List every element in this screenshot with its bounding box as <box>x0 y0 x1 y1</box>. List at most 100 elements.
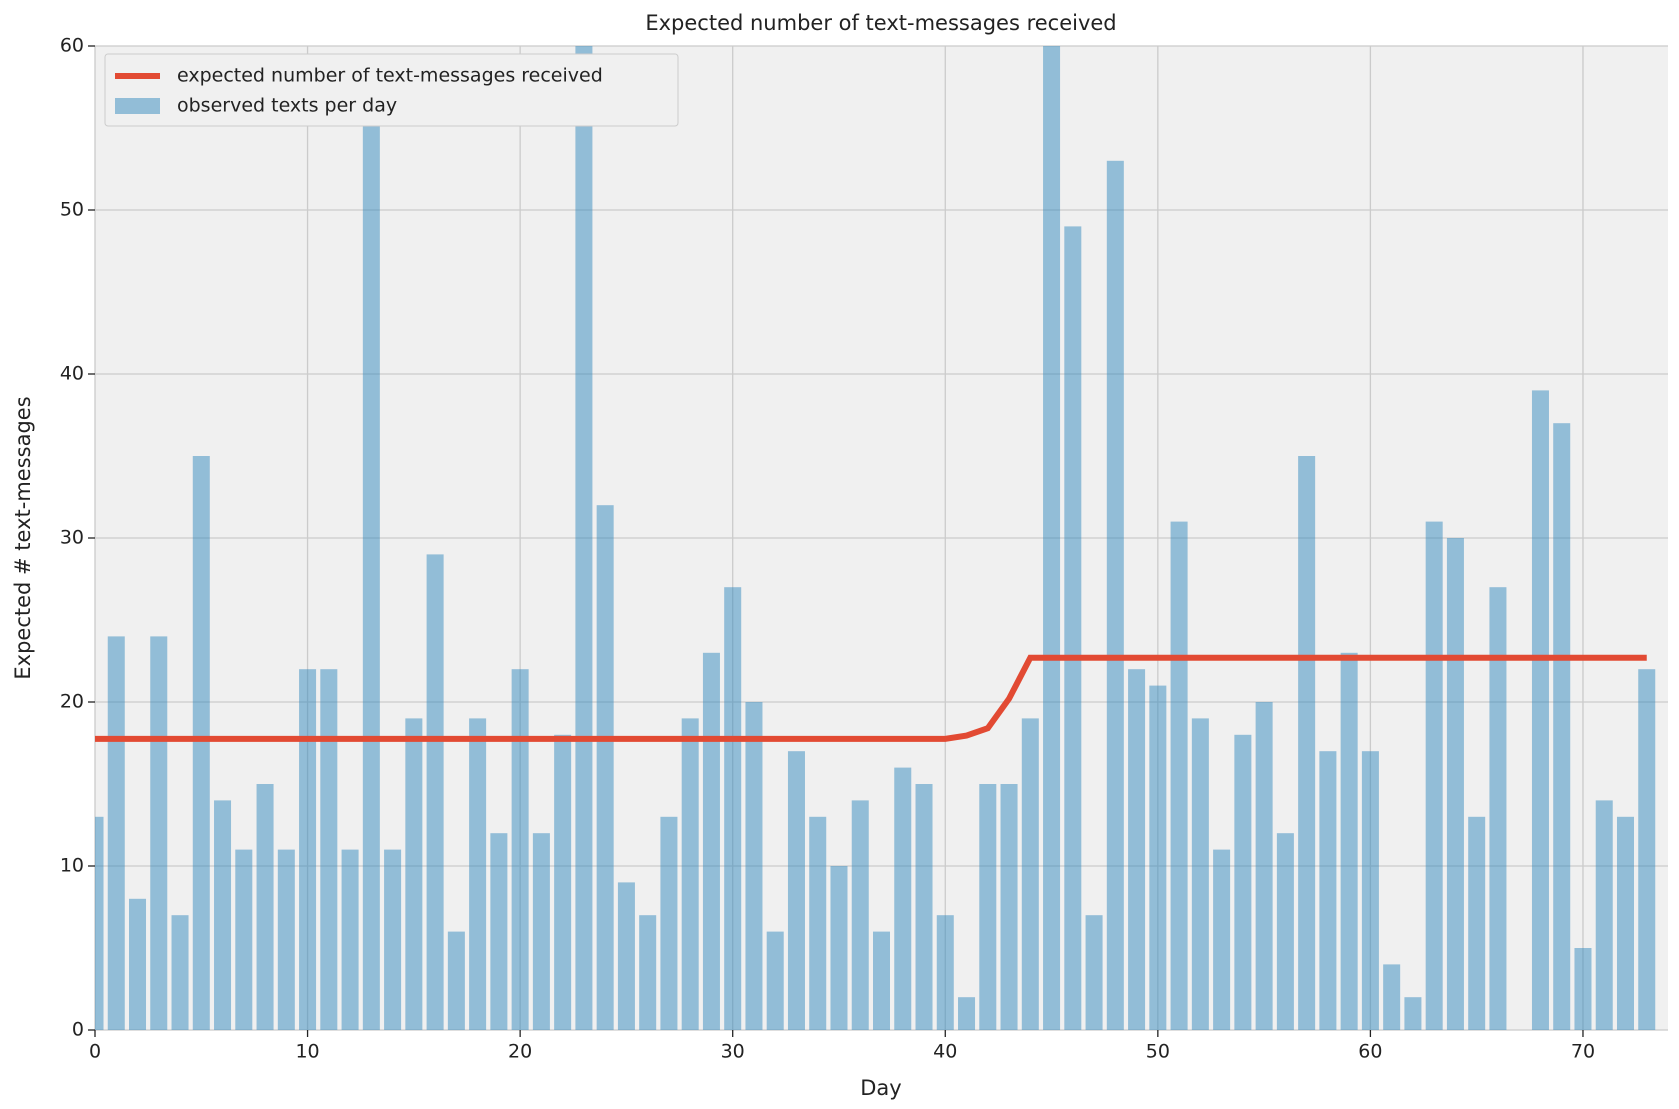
bar <box>1000 784 1018 1030</box>
bar <box>958 997 976 1030</box>
chart-title: Expected number of text-messages receive… <box>645 11 1116 35</box>
bar <box>1404 997 1422 1030</box>
bar <box>872 931 891 1030</box>
y-tick-label: 30 <box>60 527 84 549</box>
bar <box>299 669 317 1030</box>
bar <box>1468 816 1486 1030</box>
bar <box>107 636 125 1030</box>
x-axis-label: Day <box>860 1076 901 1100</box>
bar <box>1149 685 1167 1030</box>
bar <box>787 751 805 1030</box>
bar <box>426 554 444 1030</box>
bar <box>150 636 168 1030</box>
bar <box>532 833 550 1030</box>
bar <box>1255 702 1273 1030</box>
bar <box>129 898 147 1030</box>
bar <box>1616 816 1634 1030</box>
bar <box>1234 734 1252 1030</box>
bar <box>554 734 572 1030</box>
y-tick-label: 0 <box>72 1019 84 1041</box>
bar <box>1361 751 1379 1030</box>
bar <box>1298 456 1316 1030</box>
y-tick-label: 10 <box>60 855 84 877</box>
bar <box>596 505 614 1030</box>
bar <box>341 849 359 1030</box>
y-axis-label: Expected # text-messages <box>11 396 35 679</box>
x-tick-label: 30 <box>721 1041 745 1063</box>
bar <box>1106 160 1124 1030</box>
bar <box>405 718 423 1030</box>
legend-swatch <box>115 98 160 114</box>
bar <box>915 784 933 1030</box>
bar <box>1319 751 1337 1030</box>
bar <box>724 587 742 1030</box>
bar <box>936 915 954 1030</box>
bar <box>1191 718 1209 1030</box>
bar <box>1531 390 1549 1030</box>
bar <box>894 767 912 1030</box>
legend-label: observed texts per day <box>177 95 397 117</box>
bar <box>1340 652 1358 1030</box>
bar <box>1383 964 1401 1030</box>
bar <box>490 833 508 1030</box>
line <box>95 654 1647 742</box>
legend-label: expected number of text-messages receive… <box>177 65 603 87</box>
bar <box>1064 226 1082 1030</box>
bar <box>745 702 763 1030</box>
bar <box>681 718 699 1030</box>
bar <box>575 46 593 1030</box>
bar <box>660 816 678 1030</box>
bar <box>1170 521 1188 1030</box>
bar <box>1574 948 1592 1030</box>
labels: 0 10 20 30 40 50 60 0 10 20 30 40 50 60 70 <box>60 35 1595 1063</box>
plot-marks <box>95 46 1656 1030</box>
bar <box>1595 800 1613 1030</box>
bar <box>192 456 210 1030</box>
bar <box>1489 587 1507 1030</box>
y-tick-label: 40 <box>60 363 84 385</box>
bar <box>1085 915 1103 1030</box>
bar <box>277 849 295 1030</box>
x-tick-label: 10 <box>295 1041 319 1063</box>
bar <box>1213 849 1231 1030</box>
bar <box>830 866 848 1030</box>
x-tick-label: 0 <box>89 1041 101 1063</box>
bar <box>639 915 657 1030</box>
bar <box>766 931 784 1030</box>
bar <box>1276 833 1294 1030</box>
bar <box>1638 669 1656 1030</box>
bar <box>1043 46 1061 1030</box>
bar <box>809 816 827 1030</box>
bar <box>362 95 380 1030</box>
bar <box>1553 423 1571 1030</box>
bar <box>235 849 253 1030</box>
bar <box>617 882 635 1030</box>
bar <box>1425 521 1443 1030</box>
bar <box>320 669 338 1030</box>
bar <box>171 915 189 1030</box>
bar <box>1128 669 1146 1030</box>
bar <box>851 800 869 1030</box>
legend: expected number of text-messages receive… <box>104 53 679 127</box>
y-tick-label: 60 <box>60 35 84 57</box>
x-tick-label: 70 <box>1571 1041 1595 1063</box>
bar <box>256 784 274 1030</box>
bar <box>1446 538 1464 1030</box>
bar <box>702 652 720 1030</box>
bar <box>447 931 465 1030</box>
bar <box>1021 718 1039 1030</box>
bar <box>214 800 232 1030</box>
x-tick-label: 20 <box>508 1041 532 1063</box>
bar <box>979 784 997 1030</box>
x-tick-label: 40 <box>933 1041 957 1063</box>
bar <box>469 718 487 1030</box>
bar <box>95 816 104 1030</box>
legend-box <box>104 53 679 127</box>
y-tick-label: 50 <box>60 199 84 221</box>
x-tick-label: 50 <box>1146 1041 1170 1063</box>
x-tick-label: 60 <box>1358 1041 1382 1063</box>
bar <box>511 669 529 1030</box>
bar <box>384 849 402 1030</box>
y-tick-label: 20 <box>60 691 84 713</box>
